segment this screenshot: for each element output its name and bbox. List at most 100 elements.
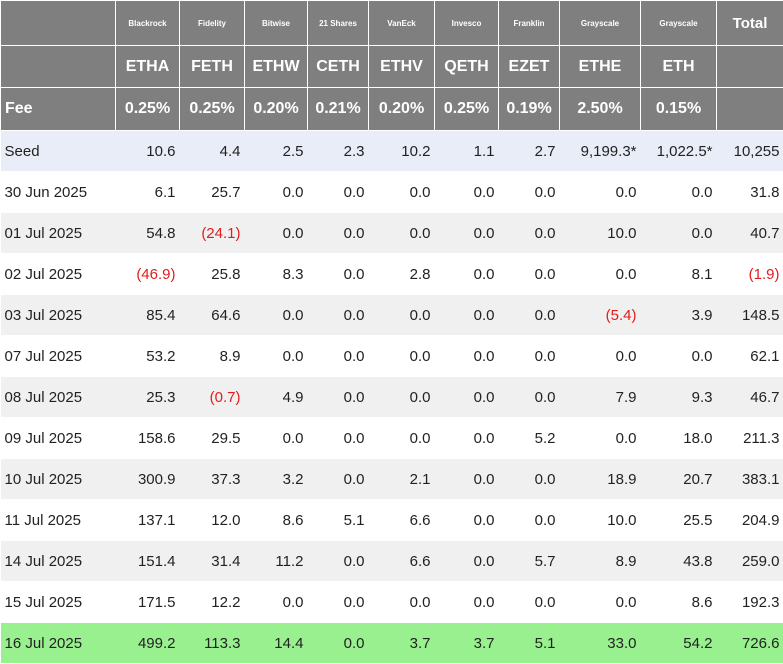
flow-cell: 54.2 <box>641 623 717 664</box>
fee-label: Fee <box>1 88 116 131</box>
ticker-header-cell: ETHW <box>245 46 308 88</box>
flow-cell: 0.0 <box>435 418 499 459</box>
flow-cell: 0.0 <box>499 172 560 213</box>
flow-cell: 25.5 <box>641 500 717 541</box>
ticker-header-cell: EZET <box>499 46 560 88</box>
flow-cell: 0.0 <box>435 459 499 500</box>
issuer-header-cell: VanEck <box>369 1 435 46</box>
total-cell: 192.3 <box>717 582 783 623</box>
flow-cell: 0.0 <box>308 541 369 582</box>
row-date: 08 Jul 2025 <box>1 377 116 418</box>
flow-cell: 171.5 <box>116 582 180 623</box>
flow-cell: 0.0 <box>308 377 369 418</box>
flow-cell: 0.0 <box>499 500 560 541</box>
flow-cell: 0.0 <box>499 459 560 500</box>
flow-cell: 3.7 <box>369 623 435 664</box>
flow-cell: 0.0 <box>499 582 560 623</box>
flow-cell: (46.9) <box>116 254 180 295</box>
flow-cell: 4.9 <box>245 377 308 418</box>
flow-cell: 10.6 <box>116 131 180 172</box>
row-date: 11 Jul 2025 <box>1 500 116 541</box>
fee-cell: 0.25% <box>435 88 499 131</box>
flow-cell: 2.8 <box>369 254 435 295</box>
flow-cell: 25.7 <box>180 172 245 213</box>
total-header-cell: Total <box>717 1 783 46</box>
flow-cell: 0.0 <box>369 336 435 377</box>
total-cell: 383.1 <box>717 459 783 500</box>
flow-cell: 2.7 <box>499 131 560 172</box>
flow-cell: 6.6 <box>369 541 435 582</box>
flow-cell: 8.1 <box>641 254 717 295</box>
flow-cell: 0.0 <box>560 336 641 377</box>
flow-cell: 6.6 <box>369 500 435 541</box>
flow-cell: 151.4 <box>116 541 180 582</box>
ticker-header-cell: CETH <box>308 46 369 88</box>
flow-cell: 3.2 <box>245 459 308 500</box>
flow-cell: 0.0 <box>308 582 369 623</box>
ticker-header-cell: ETHV <box>369 46 435 88</box>
flow-cell: 0.0 <box>560 254 641 295</box>
flow-cell: 0.0 <box>641 213 717 254</box>
total-cell: 40.7 <box>717 213 783 254</box>
total-blank-header-cell <box>717 88 783 131</box>
total-cell: 726.6 <box>717 623 783 664</box>
ticker-header-row: ETHA FETH ETHW CETH ETHV QETH EZET ETHE … <box>1 46 783 88</box>
flow-cell: 0.0 <box>499 336 560 377</box>
flow-cell: 499.2 <box>116 623 180 664</box>
total-cell: (1.9) <box>717 254 783 295</box>
flow-cell: 10.0 <box>560 213 641 254</box>
issuer-header-cell: Fidelity <box>180 1 245 46</box>
row-date: Seed <box>1 131 116 172</box>
fee-cell: 2.50% <box>560 88 641 131</box>
flow-cell: 137.1 <box>116 500 180 541</box>
flow-cell: 0.0 <box>499 377 560 418</box>
total-cell: 259.0 <box>717 541 783 582</box>
flow-cell: 29.5 <box>180 418 245 459</box>
fee-cell: 0.20% <box>245 88 308 131</box>
flow-cell: 0.0 <box>308 459 369 500</box>
row-date: 02 Jul 2025 <box>1 254 116 295</box>
ticker-header-cell: ETHA <box>116 46 180 88</box>
flow-cell: 0.0 <box>435 213 499 254</box>
fee-cell: 0.20% <box>369 88 435 131</box>
row-date: 30 Jun 2025 <box>1 172 116 213</box>
corner-header-cell <box>1 1 116 46</box>
flow-cell: 0.0 <box>245 213 308 254</box>
flow-cell: 0.0 <box>641 172 717 213</box>
flow-cell: (24.1) <box>180 213 245 254</box>
total-cell: 211.3 <box>717 418 783 459</box>
row-date: 16 Jul 2025 <box>1 623 116 664</box>
flow-cell: 0.0 <box>308 213 369 254</box>
flow-cell: (5.4) <box>560 295 641 336</box>
total-cell: 148.5 <box>717 295 783 336</box>
flow-cell: 10.0 <box>560 500 641 541</box>
row-date: 07 Jul 2025 <box>1 336 116 377</box>
flow-cell: 0.0 <box>641 336 717 377</box>
issuer-header-cell: Grayscale <box>560 1 641 46</box>
flow-cell: 3.7 <box>435 623 499 664</box>
flow-cell: 11.2 <box>245 541 308 582</box>
flow-cell: 8.3 <box>245 254 308 295</box>
flow-cell: 8.9 <box>180 336 245 377</box>
flow-cell: 0.0 <box>308 254 369 295</box>
fee-cell: 0.25% <box>180 88 245 131</box>
flow-cell: 0.0 <box>369 377 435 418</box>
flow-cell: 0.0 <box>560 582 641 623</box>
flow-cell: 0.0 <box>245 172 308 213</box>
row-date: 15 Jul 2025 <box>1 582 116 623</box>
flow-cell: 18.9 <box>560 459 641 500</box>
ticker-header-cell: ETHE <box>560 46 641 88</box>
flow-cell: 158.6 <box>116 418 180 459</box>
flow-cell: 0.0 <box>308 295 369 336</box>
flow-cell: 64.6 <box>180 295 245 336</box>
corner-header-cell <box>1 46 116 88</box>
ticker-header-cell: ETH <box>641 46 717 88</box>
flow-cell: 20.7 <box>641 459 717 500</box>
